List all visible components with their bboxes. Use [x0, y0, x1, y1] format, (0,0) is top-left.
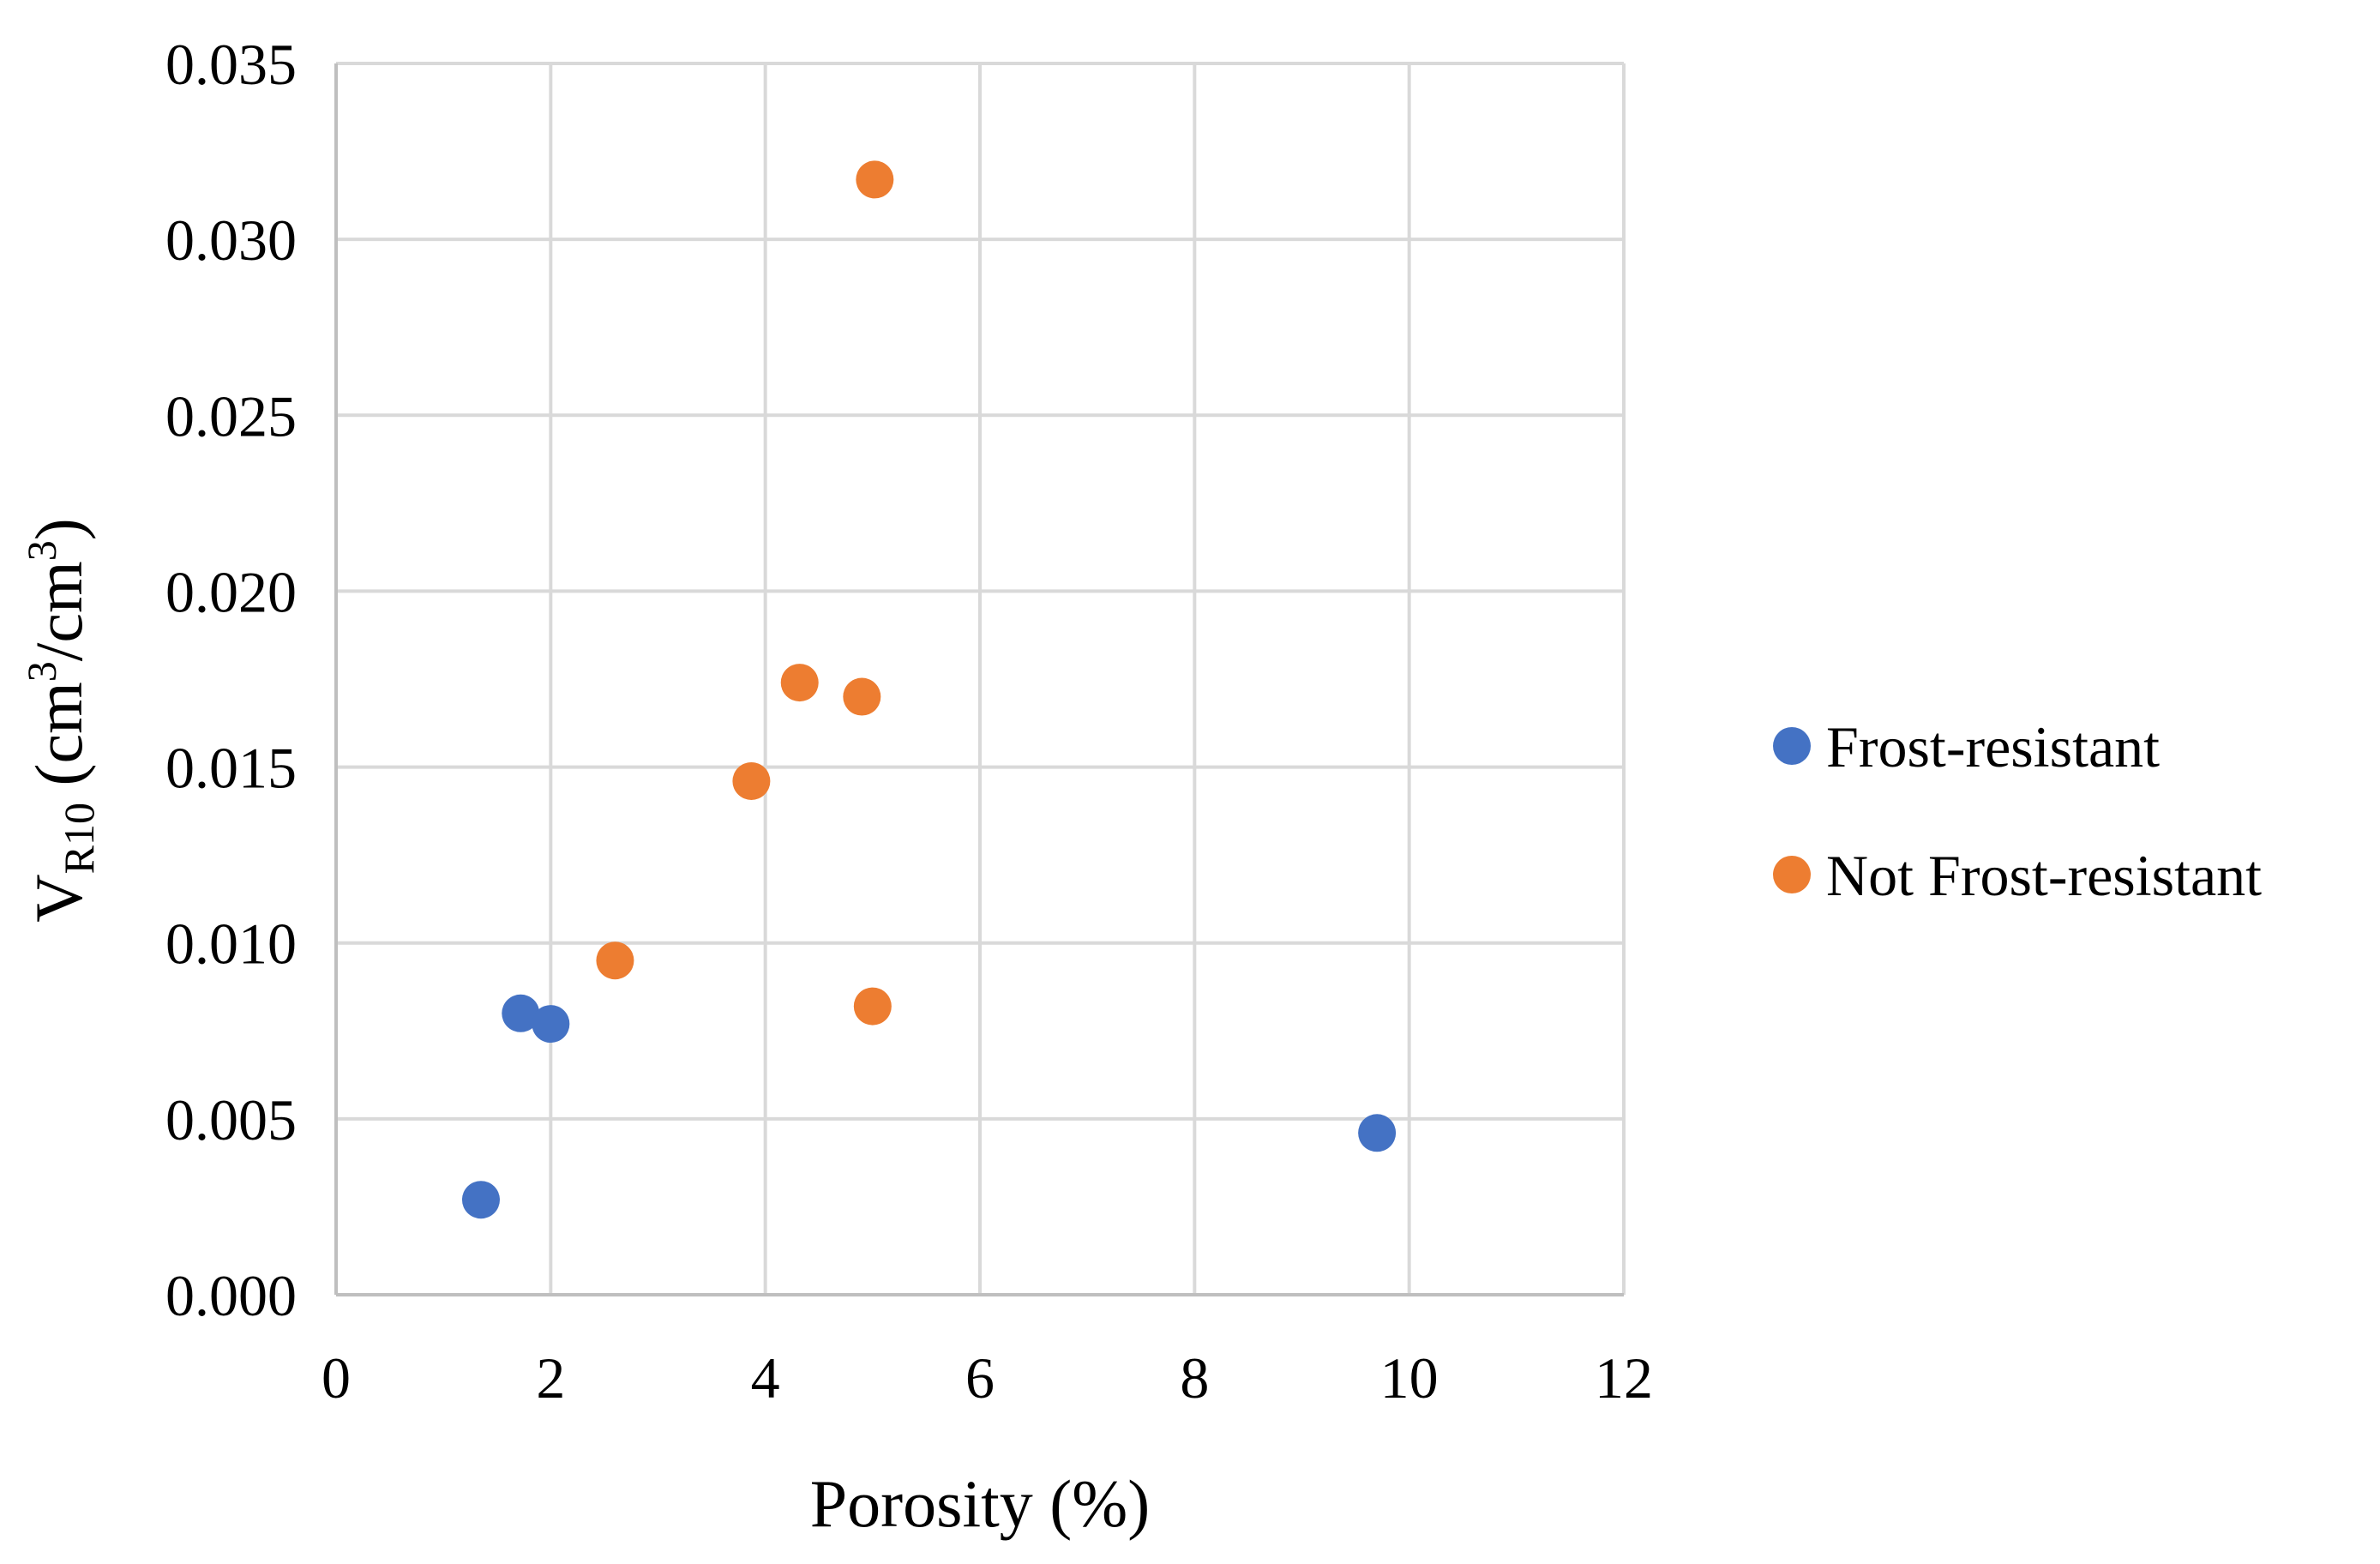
x-axis-title: Porosity (%)	[810, 1466, 1150, 1541]
legend-marker-frost-resistant	[1773, 727, 1811, 765]
y-axis-title-unit-open: (cm	[21, 682, 96, 803]
x-tick-label: 4	[751, 1345, 780, 1411]
y-tick-labels: 0.000 0.005 0.010 0.015 0.020 0.025 0.030 0.035	[165, 32, 297, 1328]
y-axis-title-main: V	[21, 874, 96, 922]
y-tick-label: 0.020	[165, 559, 297, 624]
grid	[334, 62, 1626, 1296]
y-axis-title-subscript: R10	[55, 803, 103, 874]
y-tick-label: 0.010	[165, 911, 297, 977]
x-tick-label: 12	[1595, 1345, 1653, 1411]
y-axis-title-superscript-2: 3	[20, 540, 65, 561]
x-tick-label: 8	[1180, 1345, 1209, 1411]
data-point-not-frost-resistant	[780, 664, 819, 702]
y-tick-label: 0.005	[165, 1087, 297, 1152]
y-tick-label: 0.035	[165, 32, 297, 97]
data-point-frost-resistant	[1358, 1114, 1397, 1152]
y-tick-label: 0.030	[165, 208, 297, 273]
legend-label-frost-resistant: Frost-resistant	[1826, 714, 2160, 779]
x-tick-label: 10	[1380, 1345, 1439, 1411]
data-point-not-frost-resistant	[853, 987, 892, 1026]
y-axis-title-superscript-1: 3	[20, 661, 65, 682]
data-point-frost-resistant	[532, 1005, 570, 1044]
y-tick-label: 0.025	[165, 383, 297, 448]
y-axis-title-unit-close: )	[21, 518, 96, 540]
data-point-frost-resistant	[502, 994, 540, 1032]
data-point-not-frost-resistant	[843, 677, 881, 716]
data-point-not-frost-resistant	[596, 941, 634, 980]
data-point-frost-resistant	[461, 1181, 500, 1219]
y-axis-title-unit-mid: /cm	[21, 561, 96, 661]
y-axis-title: VR10 (cm3/cm3)	[20, 518, 103, 922]
x-tick-label: 2	[536, 1345, 565, 1411]
legend-label-not-frost-resistant: Not Frost-resistant	[1826, 843, 2262, 908]
y-tick-label: 0.000	[165, 1263, 297, 1328]
y-tick-label: 0.015	[165, 736, 297, 801]
legend-marker-not-frost-resistant	[1773, 856, 1811, 893]
legend: Frost-resistant Not Frost-resistant	[1773, 714, 2262, 908]
data-point-not-frost-resistant	[732, 761, 771, 800]
x-tick-label: 0	[322, 1345, 351, 1411]
data-points	[461, 160, 1397, 1219]
x-tick-labels: 0 2 4 6 8 10 12	[322, 1345, 1653, 1411]
axes	[334, 63, 1624, 1296]
data-point-not-frost-resistant	[856, 160, 894, 199]
x-tick-label: 6	[965, 1345, 995, 1411]
